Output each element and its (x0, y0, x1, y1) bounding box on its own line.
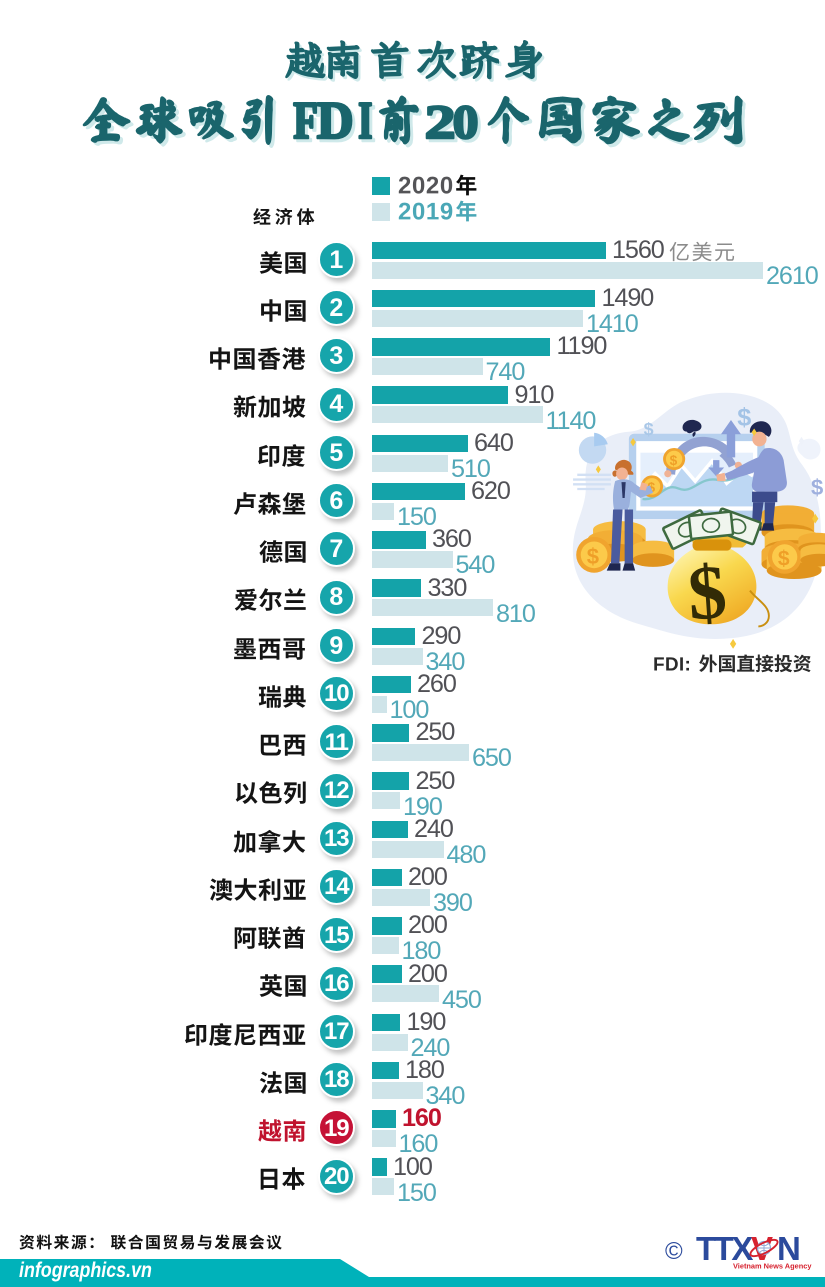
svg-text:©: © (665, 1238, 683, 1265)
svg-text:N: N (777, 1230, 799, 1267)
svg-text:$: $ (778, 547, 790, 570)
svg-text:$: $ (737, 403, 751, 431)
svg-text:$: $ (811, 475, 823, 500)
svg-text:$: $ (685, 549, 729, 636)
svg-text:$: $ (647, 480, 655, 495)
svg-text:$: $ (670, 453, 678, 468)
svg-text:$: $ (587, 544, 599, 569)
svg-text:$: $ (644, 419, 654, 439)
svg-text:Vietnam News Agency: Vietnam News Agency (733, 1262, 812, 1271)
svg-text:TTX: TTX (696, 1230, 753, 1267)
